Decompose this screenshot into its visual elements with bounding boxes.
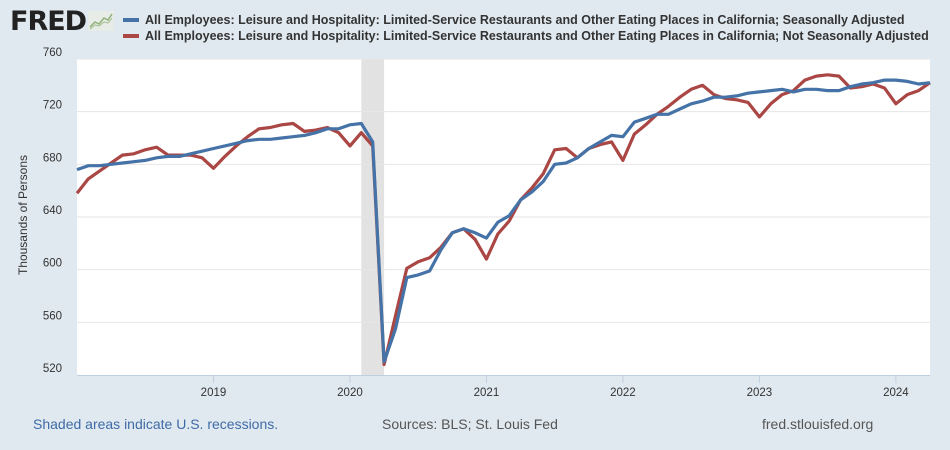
x-tick-label: 2020 bbox=[337, 387, 363, 399]
legend-label-sa: All Employees: Leisure and Hospitality: … bbox=[145, 13, 905, 27]
legend-swatch-sa bbox=[123, 18, 139, 22]
logo-text: FRED bbox=[10, 6, 87, 37]
sources-text: Sources: BLS; St. Louis Fed bbox=[382, 416, 558, 432]
x-tick-label: 2022 bbox=[610, 387, 636, 399]
trend-chart-icon bbox=[88, 11, 115, 31]
y-tick-label: 680 bbox=[43, 152, 62, 164]
y-tick-label: 760 bbox=[43, 47, 62, 59]
x-tick-label: 2021 bbox=[474, 387, 500, 399]
legend-label-nsa: All Employees: Leisure and Hospitality: … bbox=[145, 29, 929, 43]
legend: All Employees: Leisure and Hospitality: … bbox=[123, 12, 929, 44]
x-tick-label: 2023 bbox=[747, 387, 773, 399]
y-tick-label: 560 bbox=[43, 310, 62, 322]
series-line-not-seasonally-adjusted[interactable] bbox=[75, 73, 931, 367]
y-tick-label: 640 bbox=[43, 205, 62, 217]
series-line-seasonally-adjusted[interactable] bbox=[76, 78, 931, 364]
legend-item-sa[interactable]: All Employees: Leisure and Hospitality: … bbox=[123, 12, 929, 28]
fred-logo[interactable]: FRED bbox=[10, 6, 115, 37]
legend-item-nsa[interactable]: All Employees: Leisure and Hospitality: … bbox=[123, 28, 929, 44]
legend-swatch-nsa bbox=[123, 34, 139, 38]
y-tick-label: 720 bbox=[43, 100, 62, 112]
y-tick-label: 600 bbox=[43, 258, 62, 270]
site-link[interactable]: fred.stlouisfed.org bbox=[762, 416, 874, 432]
x-tick-label: 2019 bbox=[201, 387, 227, 399]
y-tick-label: 520 bbox=[43, 363, 62, 375]
recession-note-link[interactable]: Shaded areas indicate U.S. recessions. bbox=[33, 416, 279, 432]
x-tick-label: 2024 bbox=[883, 387, 909, 399]
y-axis-label: Thousands of Persons bbox=[16, 154, 30, 276]
